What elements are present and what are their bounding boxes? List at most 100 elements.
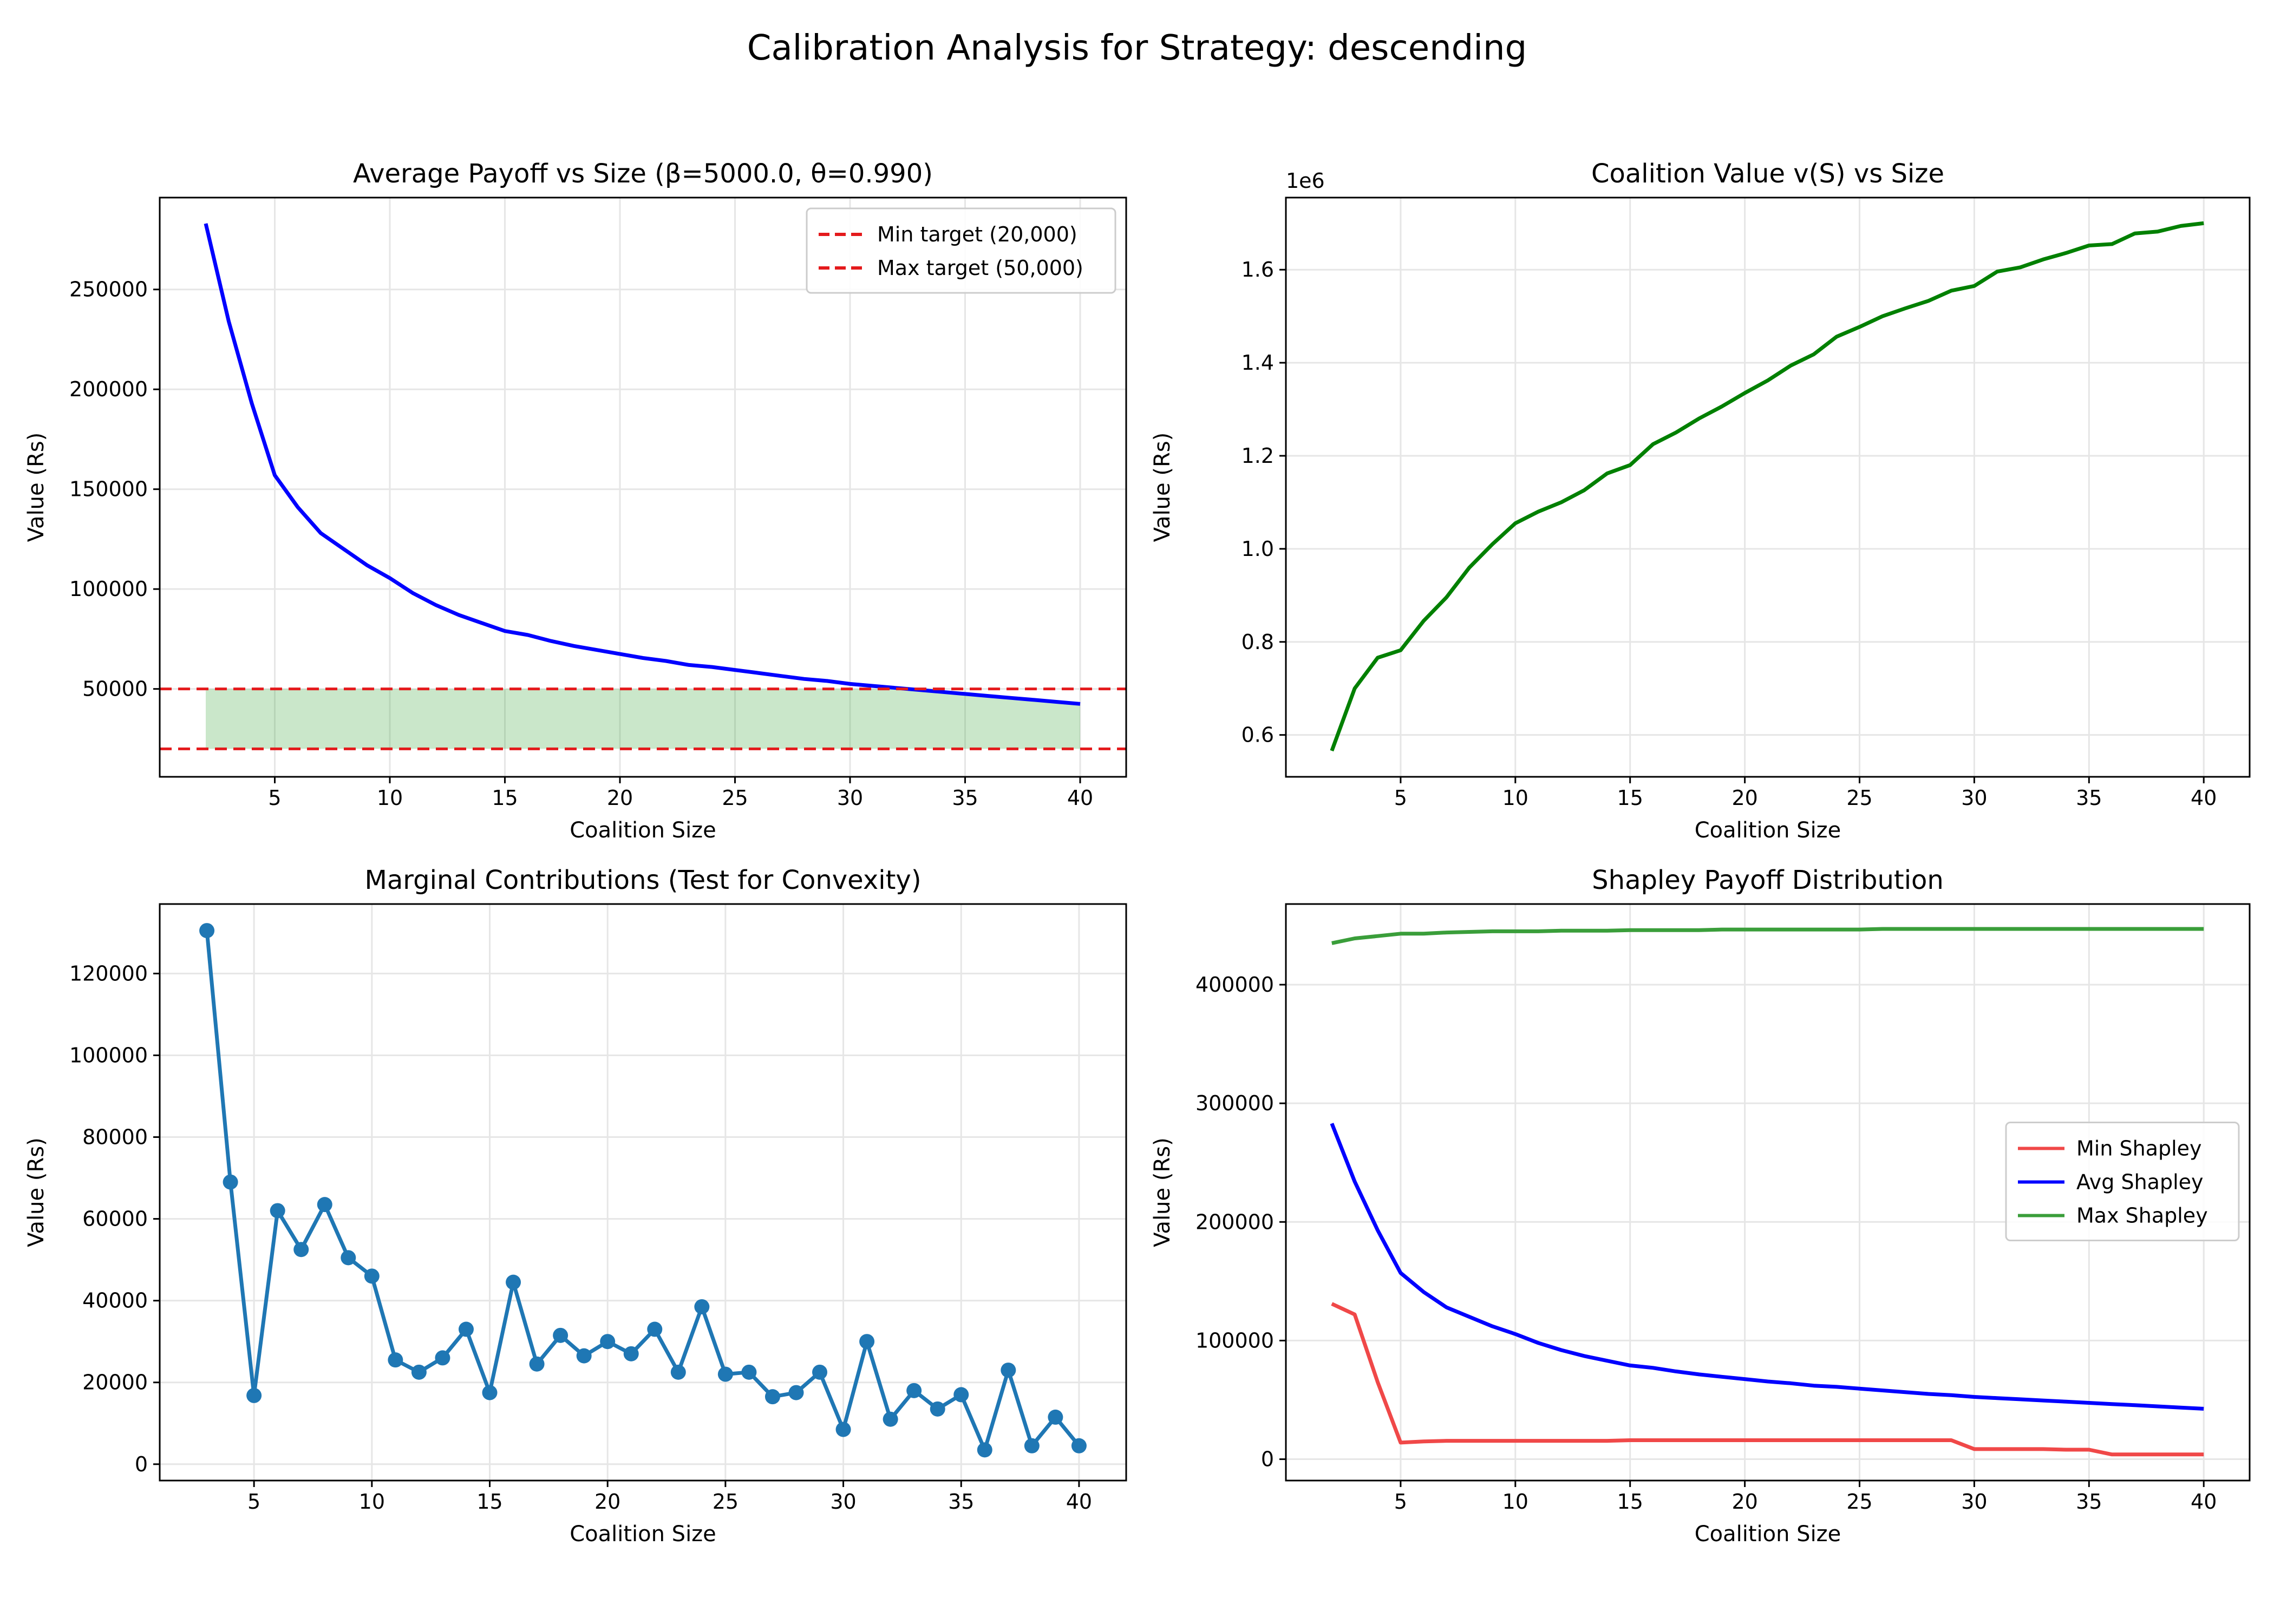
- legend-item: Max Shapley: [2018, 1204, 2208, 1228]
- panel-shapley-distribution: 5 10 15 20 25 30 35 40 0 100000 200000 300000 400000…: [1150, 865, 2251, 1547]
- y-tick-label: 100000: [69, 577, 148, 601]
- x-axis-label: Coalition Size: [1695, 1522, 1841, 1547]
- y-tick-label: 1.4: [1241, 351, 1274, 375]
- legend-label: Min Shapley: [2076, 1137, 2202, 1161]
- y-tick-label: 300000: [1195, 1091, 1274, 1115]
- x-tick-label: 15: [1617, 786, 1643, 810]
- x-tick-label: 35: [2076, 786, 2102, 810]
- legend-label: Max Shapley: [2076, 1204, 2208, 1228]
- y-offset-text: 1e6: [1286, 169, 1325, 193]
- x-tick-label: 35: [2076, 1490, 2102, 1514]
- x-tick-label: 20: [1731, 1490, 1757, 1514]
- data-point: [1048, 1409, 1063, 1425]
- data-point: [506, 1274, 521, 1290]
- y-tick-label: 100000: [1195, 1328, 1274, 1352]
- figure-suptitle: Calibration Analysis for Strategy: desce…: [747, 28, 1527, 68]
- data-point: [600, 1334, 616, 1350]
- data-point: [788, 1385, 804, 1400]
- legend-item: Min target (20,000): [819, 222, 1077, 246]
- axes-frame: [1285, 197, 2251, 778]
- data-point: [623, 1346, 639, 1361]
- y-tick-label: 0.6: [1241, 723, 1274, 747]
- y-tick-label: 1.2: [1241, 444, 1274, 468]
- axes-frame: [1285, 903, 2251, 1482]
- x-tick-label: 40: [2191, 786, 2217, 810]
- data-point: [293, 1242, 309, 1258]
- series-line: [205, 930, 1081, 1452]
- data-point: [1024, 1438, 1040, 1453]
- x-axis-label: Coalition Size: [1695, 818, 1841, 843]
- y-axis-label: Value (Rs): [24, 433, 49, 542]
- panel-coalition-value: 5 10 15 20 25 30 35 40 0.6 0.8 1.0 1.2 1.4 1.6 Coaliti…: [1150, 159, 2251, 843]
- legend-item: Max target (50,000): [819, 256, 1083, 280]
- data-point: [694, 1299, 710, 1314]
- legend: Min target (20,000) Max target (50,000): [806, 207, 1116, 294]
- series-line: [1330, 1123, 2204, 1411]
- x-tick-label: 10: [1502, 1490, 1528, 1514]
- panel-marginal-contributions: 5 10 15 20 25 30 35 40 0 20000 40000 60000 80000 1000…: [24, 865, 1127, 1547]
- target-band-fill: [206, 689, 1080, 749]
- legend-label: Avg Shapley: [2076, 1170, 2204, 1194]
- x-tick-label: 10: [359, 1490, 385, 1514]
- y-tick-label: 1.6: [1241, 258, 1274, 281]
- x-tick-label: 5: [1394, 1490, 1407, 1514]
- x-tick-label: 15: [492, 786, 518, 810]
- axes-frame: [159, 197, 1127, 778]
- x-tick-label: 10: [1502, 786, 1528, 810]
- data-point: [953, 1387, 969, 1403]
- data-point: [764, 1389, 780, 1405]
- y-tick-label: 50000: [82, 677, 148, 701]
- x-tick-label: 15: [1617, 1490, 1643, 1514]
- data-point: [388, 1352, 403, 1368]
- axes-frame: [159, 903, 1127, 1482]
- legend-item: Min Shapley: [2018, 1137, 2202, 1161]
- y-tick-label: 0: [135, 1452, 148, 1476]
- panel-title: Shapley Payoff Distribution: [1592, 865, 1944, 895]
- x-tick-label: 5: [247, 1490, 260, 1514]
- panel-average-payoff: 5 10 15 20 25 30 35 40 50000 100000 150000 200000 25…: [24, 159, 1127, 843]
- x-tick-label: 20: [607, 786, 633, 810]
- x-tick-label: 20: [594, 1490, 620, 1514]
- y-tick-label: 60000: [82, 1207, 148, 1231]
- x-tick-label: 25: [722, 786, 748, 810]
- legend-box: [2005, 1122, 2240, 1241]
- x-tick-label: 5: [268, 786, 281, 810]
- data-point: [482, 1385, 498, 1400]
- y-axis-label: Value (Rs): [1150, 1137, 1175, 1247]
- x-tick-label: 30: [1961, 1490, 1987, 1514]
- data-point: [317, 1197, 332, 1213]
- x-tick-label: 15: [476, 1490, 502, 1514]
- series-line: [1330, 221, 2204, 752]
- data-point: [411, 1364, 427, 1380]
- x-tick-label: 30: [837, 786, 863, 810]
- series-line: [1331, 1302, 2204, 1457]
- data-point: [741, 1364, 757, 1380]
- data-point: [1071, 1438, 1087, 1453]
- data-point: [576, 1348, 592, 1364]
- y-tick-label: 20000: [82, 1371, 148, 1394]
- data-point: [1001, 1363, 1016, 1378]
- y-axis-label: Value (Rs): [24, 1137, 49, 1247]
- x-tick-label: 10: [377, 786, 403, 810]
- panel-title: Marginal Contributions (Test for Convexi…: [364, 865, 921, 895]
- x-tick-label: 30: [830, 1490, 856, 1514]
- data-point: [529, 1356, 545, 1372]
- series-line: [1331, 927, 2204, 945]
- y-tick-label: 400000: [1195, 973, 1274, 997]
- x-axis-label: Coalition Size: [570, 1522, 716, 1547]
- data-point: [341, 1250, 356, 1266]
- x-axis-label: Coalition Size: [570, 818, 716, 843]
- series-line: [204, 223, 1081, 706]
- x-tick-label: 25: [1846, 786, 1872, 810]
- data-point: [717, 1366, 733, 1382]
- data-point: [930, 1401, 945, 1417]
- data-point: [246, 1387, 262, 1403]
- legend-label: Max target (50,000): [877, 256, 1083, 280]
- y-tick-label: 120000: [69, 961, 148, 985]
- x-tick-label: 30: [1961, 786, 1987, 810]
- x-tick-label: 25: [1846, 1490, 1872, 1514]
- x-tick-label: 35: [952, 786, 978, 810]
- y-tick-label: 0: [1261, 1448, 1274, 1471]
- legend-item: Avg Shapley: [2018, 1170, 2204, 1194]
